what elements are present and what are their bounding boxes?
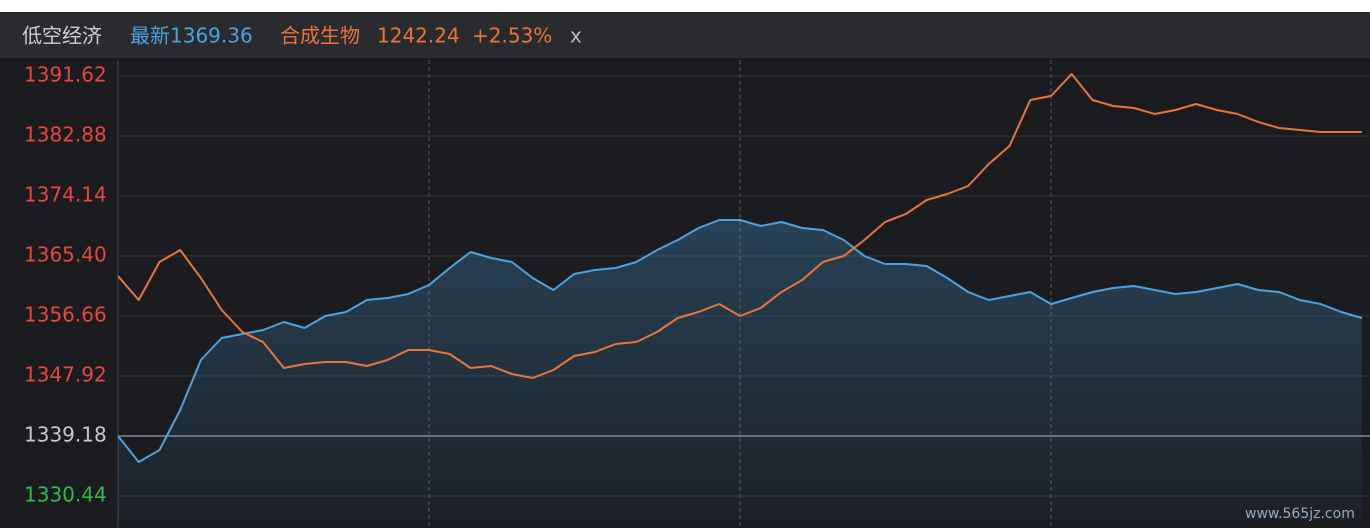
y-tick-label: 1356.66	[24, 302, 107, 326]
y-tick-label: 1339.18	[24, 422, 107, 446]
top-margin	[0, 0, 1370, 12]
y-tick-label: 1330.44	[24, 482, 107, 506]
compare-name: 合成生物	[280, 24, 360, 48]
y-tick-label: 1382.88	[24, 122, 107, 146]
series-line	[117, 73, 1362, 379]
y-tick-label: 1374.14	[24, 182, 107, 206]
y-tick-label: 1365.40	[24, 242, 107, 266]
compare-change: +2.53%	[472, 24, 552, 48]
y-tick-label: 1347.92	[24, 362, 107, 386]
latest-price: 最新1369.36	[130, 24, 253, 48]
y-tick-label: 1391.62	[24, 62, 107, 86]
header-bar	[0, 12, 1370, 58]
series-line	[117, 219, 1363, 463]
watermark: www.565jz.com	[1245, 506, 1355, 522]
title: 低空经济	[22, 24, 102, 48]
close-button[interactable]: x	[570, 24, 582, 48]
compare-price: 1242.24	[377, 24, 460, 48]
area-fill	[118, 220, 1362, 520]
